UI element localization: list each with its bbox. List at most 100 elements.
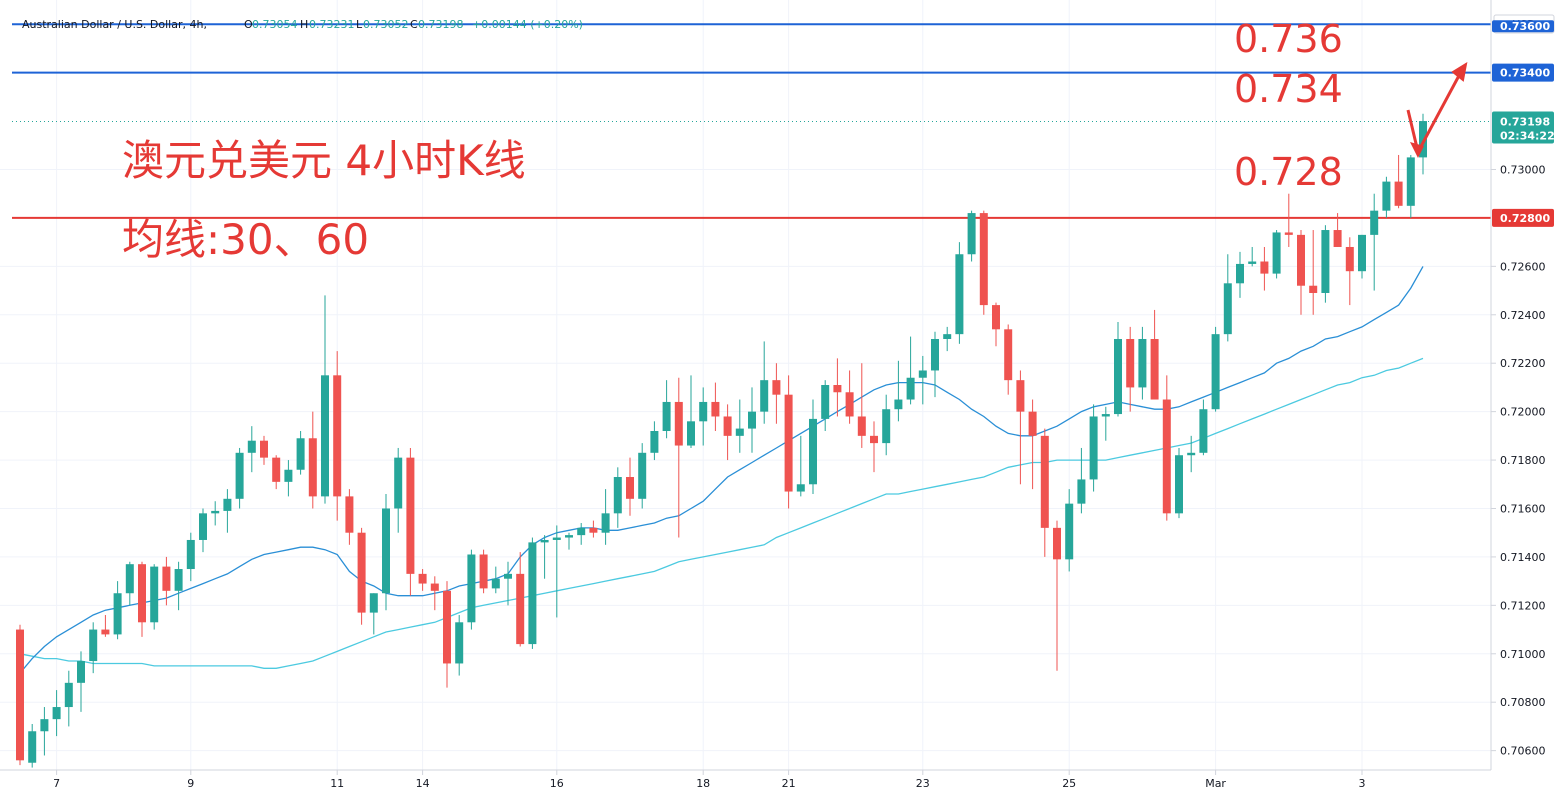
- candle-body: [345, 496, 354, 533]
- price-axis[interactable]: 0.73000 0.72600 0.72400 0.72200 0.72000 0.718…: [1490, 0, 1560, 799]
- candle-body: [809, 418, 817, 485]
- current-price-tag-bg: [1492, 111, 1554, 144]
- low-value: 0.73052: [363, 18, 409, 31]
- candle-body: [260, 440, 268, 458]
- candle-body: [1223, 283, 1232, 335]
- candle-body: [1089, 416, 1098, 480]
- candle-body: [430, 583, 439, 591]
- high-label: H: [300, 18, 308, 31]
- candle-body: [565, 535, 573, 538]
- candles: [16, 113, 1427, 768]
- time-tick-label: 23: [916, 777, 930, 790]
- candle-body: [1321, 230, 1330, 293]
- candle-body: [1370, 210, 1379, 235]
- candle-body: [626, 477, 634, 499]
- candle-body: [369, 593, 378, 613]
- candle-body: [870, 435, 878, 444]
- candle-body: [662, 401, 671, 432]
- time-axis[interactable]: 7 9 11 14 16 18 21 23 25 Mar 3: [0, 769, 1491, 790]
- candle-body: [931, 338, 939, 371]
- top-tag-bg: [1492, 20, 1554, 33]
- price-tag-1: 0.72800: [1500, 212, 1550, 225]
- current-price-tag: 0.73198: [1500, 116, 1550, 129]
- time-tick-label: Mar: [1205, 777, 1226, 790]
- candle-body: [638, 452, 647, 499]
- price-tick-label: 0.72200: [1500, 357, 1546, 370]
- candle-body: [516, 573, 525, 645]
- candle-body: [162, 566, 171, 591]
- candle-body: [1138, 338, 1147, 388]
- candle-body: [321, 375, 329, 497]
- candle-body: [552, 537, 561, 540]
- candle-body: [382, 508, 390, 594]
- price-tag-0: 0.73400: [1500, 67, 1550, 80]
- close-value: 0.73198: [418, 18, 464, 31]
- candle-body: [857, 416, 866, 436]
- candle-body: [748, 411, 756, 429]
- candle-body: [89, 629, 98, 662]
- candle-body: [1272, 232, 1281, 274]
- time-tick-label: 18: [696, 777, 710, 790]
- price-tick-label: 0.70800: [1500, 696, 1546, 709]
- candle-body: [199, 513, 207, 540]
- candle-body: [1345, 246, 1354, 272]
- candle-body: [540, 539, 549, 543]
- horizontal-lines: [12, 23, 1491, 219]
- candle-body: [1101, 414, 1110, 417]
- candle-body: [723, 416, 732, 436]
- candle-body: [1065, 503, 1074, 560]
- candle-body: [174, 569, 183, 591]
- moving-averages: [19, 266, 1424, 674]
- candle-body: [1028, 411, 1037, 436]
- forecast-arrow-head: [1451, 61, 1468, 82]
- annotation-level-728: 0.728: [1234, 150, 1343, 194]
- price-tick-label: 0.71000: [1500, 648, 1546, 661]
- candle-body: [406, 457, 415, 574]
- candle-body: [479, 554, 488, 589]
- candle-body: [735, 428, 744, 436]
- candle-body: [186, 539, 195, 570]
- close-label: C: [410, 18, 418, 31]
- price-tag-0-bg: [1492, 63, 1554, 82]
- ma60-line: [19, 357, 1424, 669]
- candle-body: [1419, 121, 1427, 158]
- candle-body: [833, 385, 842, 393]
- ma30-line: [19, 266, 1424, 674]
- candle-body: [1040, 435, 1049, 528]
- candle-body: [138, 564, 146, 623]
- candle-body: [77, 661, 85, 683]
- candle-body: [711, 401, 720, 417]
- candle-body: [272, 457, 281, 482]
- candle-body: [394, 457, 403, 509]
- candle-body: [992, 305, 1000, 330]
- candle-body: [1284, 232, 1293, 235]
- top-tag-label: 0.73600: [1500, 20, 1550, 33]
- candle-body: [577, 527, 586, 536]
- candle-body: [1126, 338, 1135, 388]
- candle-body: [1248, 261, 1257, 264]
- candle-body: [1358, 234, 1366, 272]
- candle-body: [467, 554, 476, 623]
- candle-body: [1053, 527, 1061, 560]
- candle-body: [1260, 261, 1269, 274]
- time-tick-label: 21: [782, 777, 796, 790]
- candle-body: [772, 380, 781, 395]
- candle-body: [28, 731, 37, 763]
- candle-body: [455, 622, 464, 664]
- candle-body: [1150, 338, 1159, 400]
- low-label: L: [356, 18, 363, 31]
- forecast-arrow-dip: [1410, 142, 1424, 158]
- candle-body: [650, 431, 659, 453]
- candle-body: [528, 542, 537, 645]
- time-tick-label: 3: [1359, 777, 1366, 790]
- candle-body: [125, 564, 134, 594]
- candle-body: [1382, 181, 1391, 211]
- time-tick-label: 25: [1062, 777, 1076, 790]
- ohlc-legend: Australian Dollar / U.S. Dollar, 4h, O 0…: [22, 18, 583, 31]
- annotation-title: 澳元兑美元 4小时K线: [122, 136, 526, 185]
- annotation-level-736: 0.736: [1234, 17, 1343, 61]
- candle-body: [1004, 329, 1013, 381]
- candle-body: [1162, 399, 1171, 514]
